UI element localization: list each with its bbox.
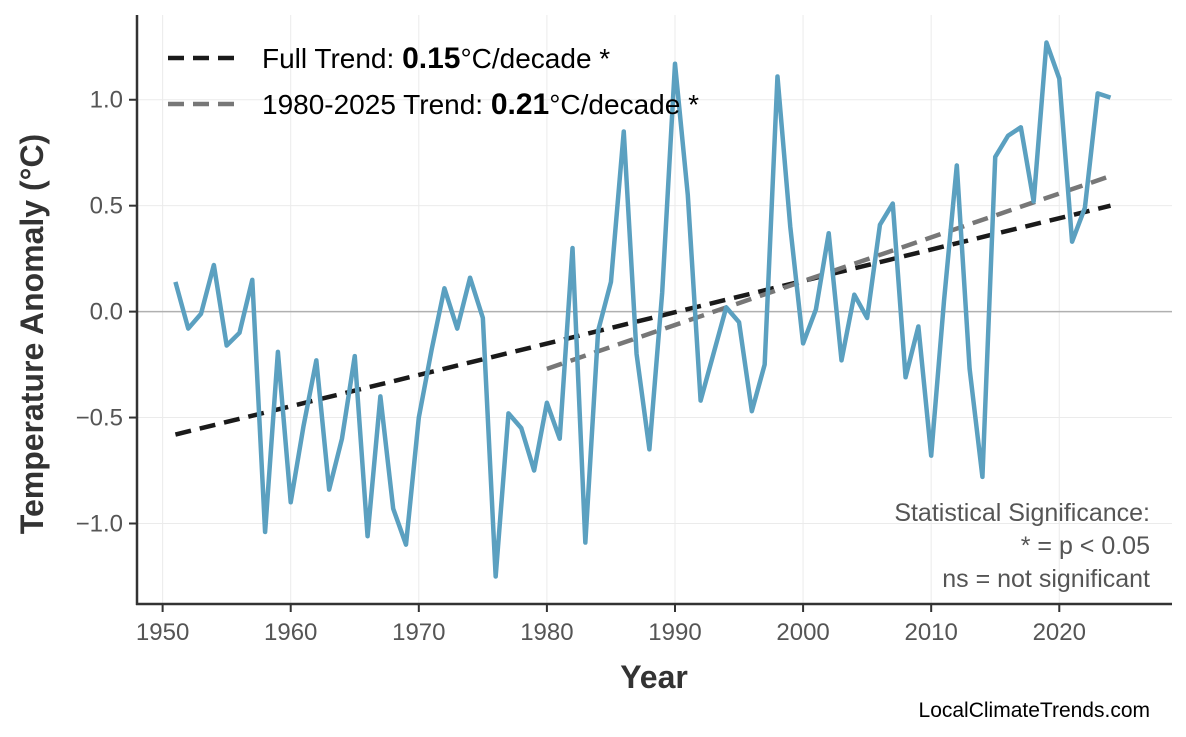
significance-note: Statistical Significance: * = p < 0.05 n…	[894, 499, 1150, 593]
x-tick-label: 2000	[776, 619, 829, 646]
x-tick-label: 1970	[392, 619, 445, 646]
legend-label: 1980-2025 Trend: 0.21°C/decade *	[262, 88, 699, 121]
y-tick-label: 0.5	[90, 193, 123, 220]
significance-title: Statistical Significance:	[894, 499, 1150, 527]
significance-star: * = p < 0.05	[1021, 532, 1150, 560]
legend-label: Full Trend: 0.15°C/decade *	[262, 42, 610, 75]
x-tick-label: 1990	[648, 619, 701, 646]
y-tick-label: 0.0	[90, 299, 123, 326]
axes	[135, 15, 1172, 606]
x-tick-label: 2010	[904, 619, 957, 646]
y-axis-label: Temperature Anomaly (°C)	[14, 134, 50, 534]
y-ticks: −1.0 −0.5 0.0 0.5 1.0	[76, 87, 137, 537]
y-tick-label: −1.0	[76, 510, 123, 537]
full-trend-line	[174, 203, 1112, 437]
x-tick-label: 2020	[1033, 619, 1086, 646]
trend-lines	[174, 173, 1112, 437]
x-tick-label: 1980	[520, 619, 573, 646]
x-ticks: 1950 1960 1970 1980 1990 2000 2010 2020	[136, 604, 1086, 646]
series	[173, 40, 1112, 579]
y-tick-label: −0.5	[76, 405, 123, 432]
x-tick-label: 1960	[264, 619, 317, 646]
significance-ns: ns = not significant	[942, 565, 1150, 593]
watermark: LocalClimateTrends.com	[919, 699, 1150, 722]
x-axis-label: Year	[620, 659, 688, 695]
x-tick-label: 1950	[136, 619, 189, 646]
legend: Full Trend: 0.15°C/decade * 1980-2025 Tre…	[168, 42, 699, 121]
anomaly-line	[173, 40, 1112, 579]
y-tick-label: 1.0	[90, 87, 123, 114]
